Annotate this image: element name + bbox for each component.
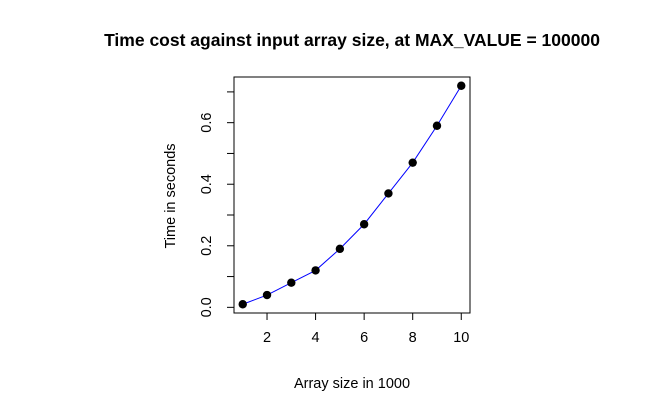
data-point bbox=[384, 189, 393, 198]
data-point bbox=[408, 158, 417, 167]
y-tick-label: 0.2 bbox=[199, 236, 215, 256]
series-layer bbox=[238, 81, 466, 309]
data-point bbox=[238, 300, 247, 309]
x-tick-label: 8 bbox=[409, 330, 417, 346]
chart-title: Time cost against input array size, at M… bbox=[104, 30, 600, 50]
y-axis-label: Time in seconds bbox=[163, 143, 179, 248]
data-point bbox=[359, 220, 369, 229]
data-point bbox=[262, 290, 272, 300]
data-point bbox=[432, 121, 442, 130]
data-point bbox=[457, 81, 466, 90]
data-point bbox=[335, 244, 345, 254]
x-axis-label: Array size in 1000 bbox=[294, 376, 410, 392]
x-axis: 2 4 6 8 10 bbox=[263, 313, 469, 346]
y-tick-label: 0.0 bbox=[199, 297, 215, 317]
data-point bbox=[287, 278, 296, 287]
x-tick-label: 4 bbox=[312, 330, 320, 346]
data-point bbox=[311, 266, 320, 275]
series-line bbox=[242, 85, 462, 305]
y-axis: 0.0 0.2 0.4 0.6 bbox=[199, 91, 234, 317]
x-tick-label: 6 bbox=[360, 330, 368, 346]
plot-frame bbox=[233, 76, 471, 314]
x-tick-label: 2 bbox=[263, 330, 271, 346]
x-tick-label: 10 bbox=[453, 330, 469, 346]
y-tick-label: 0.6 bbox=[199, 113, 215, 133]
y-tick-label: 0.4 bbox=[199, 174, 215, 194]
